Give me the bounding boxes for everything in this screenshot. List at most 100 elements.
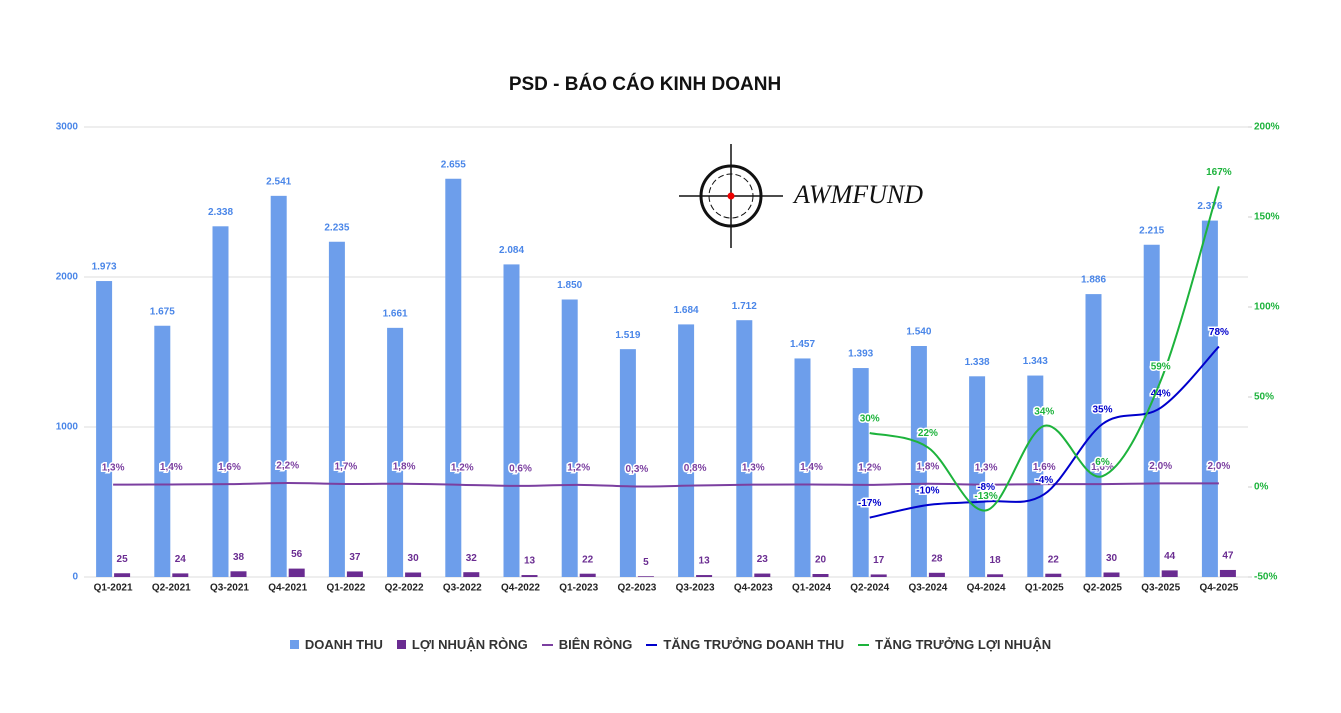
legend-label: DOANH THU bbox=[304, 637, 383, 652]
data-label: -17% bbox=[858, 498, 881, 509]
bar bbox=[1219, 569, 1236, 577]
x-tick-label: Q1-2023 bbox=[559, 583, 598, 594]
data-label: 2,0% bbox=[1149, 461, 1172, 472]
x-tick-label: Q3-2023 bbox=[676, 583, 715, 594]
x-tick-label: Q2-2021 bbox=[152, 583, 191, 594]
bar bbox=[928, 572, 945, 577]
y2-tick-label: 150% bbox=[1254, 212, 1280, 223]
bar bbox=[346, 571, 363, 577]
x-tick-label: Q1-2021 bbox=[94, 583, 133, 594]
data-label: -8% bbox=[977, 482, 995, 493]
line bbox=[869, 186, 1220, 512]
bar bbox=[561, 299, 578, 577]
data-label: 24 bbox=[175, 554, 187, 565]
chart-title: PSD - BÁO CÁO KINH DOANH bbox=[509, 73, 781, 95]
data-label: 37 bbox=[349, 552, 361, 563]
data-label: 1.393 bbox=[848, 349, 873, 360]
data-label: 1,7% bbox=[335, 462, 358, 473]
bar bbox=[852, 368, 869, 577]
bar bbox=[96, 281, 113, 577]
data-label: 23 bbox=[757, 554, 769, 565]
bar bbox=[503, 264, 520, 577]
x-tick-label: Q4-2023 bbox=[734, 583, 773, 594]
data-label: 2.655 bbox=[441, 159, 466, 170]
x-tick-label: Q2-2025 bbox=[1083, 583, 1122, 594]
x-tick-label: Q3-2024 bbox=[908, 583, 947, 594]
bar bbox=[1027, 375, 1044, 577]
bar bbox=[212, 226, 229, 578]
data-label: 47 bbox=[1222, 551, 1234, 562]
legend-item: TĂNG TRƯỞNG DOANH THU bbox=[646, 637, 844, 652]
bar bbox=[328, 241, 345, 577]
data-label: 44% bbox=[1151, 388, 1171, 399]
x-tick-label: Q2-2024 bbox=[850, 583, 889, 594]
bar bbox=[910, 346, 927, 577]
y-tick-label: 1000 bbox=[56, 422, 79, 433]
data-label: 1,3% bbox=[102, 462, 125, 473]
bar bbox=[1143, 244, 1160, 577]
y2-tick-label: -50% bbox=[1254, 572, 1277, 583]
data-label: 32 bbox=[466, 553, 478, 564]
watermark: AWMFUND bbox=[792, 180, 923, 209]
bar bbox=[230, 571, 247, 577]
bar bbox=[387, 327, 404, 577]
y2-tick-label: 50% bbox=[1254, 392, 1274, 403]
data-label: 1.338 bbox=[965, 357, 990, 368]
data-label: 1,6% bbox=[1091, 462, 1114, 473]
data-label: 34% bbox=[1034, 406, 1054, 417]
data-label: 1.712 bbox=[732, 301, 757, 312]
bar bbox=[736, 320, 753, 577]
data-label: 1,4% bbox=[160, 462, 183, 473]
data-label: 1,8% bbox=[917, 461, 940, 472]
bar bbox=[678, 324, 695, 577]
data-label: 1,2% bbox=[858, 462, 881, 473]
x-tick-label: Q4-2021 bbox=[268, 583, 307, 594]
data-label: 1,6% bbox=[1033, 462, 1056, 473]
data-label: 5 bbox=[643, 557, 649, 568]
data-label: 13 bbox=[699, 556, 711, 567]
data-label: 56 bbox=[291, 549, 303, 560]
data-label: 30 bbox=[408, 553, 420, 564]
data-label: 1,4% bbox=[800, 462, 823, 473]
y2-tick-label: 0% bbox=[1254, 482, 1269, 493]
bar bbox=[969, 376, 986, 577]
data-label: 1.973 bbox=[92, 262, 117, 273]
x-tick-label: Q1-2025 bbox=[1025, 583, 1064, 594]
data-label: 2.235 bbox=[324, 222, 349, 233]
bar bbox=[1161, 570, 1178, 577]
bar bbox=[812, 574, 829, 577]
data-label: 20 bbox=[815, 555, 827, 566]
data-label: -10% bbox=[916, 486, 939, 497]
data-label: 2.541 bbox=[266, 176, 291, 187]
data-label: 0,8% bbox=[684, 463, 707, 474]
data-label: 59% bbox=[1151, 361, 1171, 372]
bar bbox=[405, 572, 422, 577]
data-label: -4% bbox=[1035, 475, 1053, 486]
data-label: 25 bbox=[117, 554, 129, 565]
data-label: 1,3% bbox=[975, 462, 998, 473]
bar bbox=[579, 573, 596, 577]
data-label: 13 bbox=[524, 556, 536, 567]
bar bbox=[1201, 220, 1218, 577]
legend: DOANH THU LỢI NHUẬN RÒNG BIÊN RÒNG TĂNG TRƯ… bbox=[0, 637, 1341, 652]
bar bbox=[521, 575, 538, 577]
bar bbox=[288, 568, 305, 577]
data-label: 2.338 bbox=[208, 207, 233, 218]
data-label: 1.343 bbox=[1023, 356, 1048, 367]
bar bbox=[270, 195, 287, 577]
legend-marker bbox=[289, 640, 299, 649]
data-label: 1,2% bbox=[451, 462, 474, 473]
bar bbox=[987, 574, 1004, 577]
data-label: 1.661 bbox=[383, 308, 408, 319]
data-label: 2.215 bbox=[1139, 225, 1164, 236]
y2-tick-label: 100% bbox=[1254, 302, 1280, 313]
data-label: 2.376 bbox=[1197, 201, 1222, 212]
data-label: 2,0% bbox=[1208, 461, 1231, 472]
data-label: 18 bbox=[990, 555, 1002, 566]
x-tick-label: Q3-2022 bbox=[443, 583, 482, 594]
legend-item: LỢI NHUẬN RÒNG bbox=[396, 637, 528, 652]
legend-marker bbox=[646, 643, 658, 646]
x-tick-label: Q4-2024 bbox=[967, 583, 1006, 594]
data-label: 44 bbox=[1164, 551, 1176, 562]
